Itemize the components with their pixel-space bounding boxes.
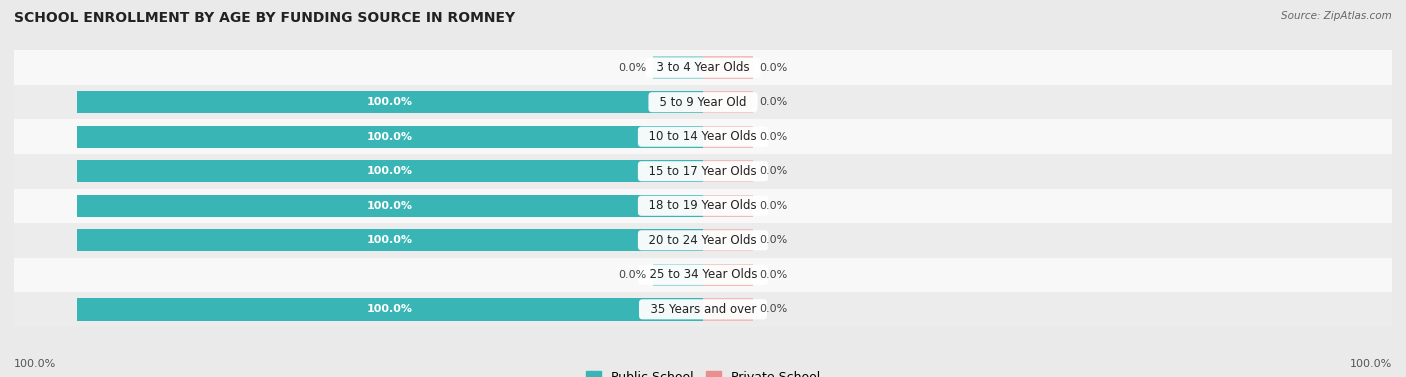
Text: 100.0%: 100.0% <box>367 201 413 211</box>
Text: 25 to 34 Year Olds: 25 to 34 Year Olds <box>641 268 765 281</box>
Text: 100.0%: 100.0% <box>14 359 56 369</box>
Text: 0.0%: 0.0% <box>619 63 647 73</box>
Text: 0.0%: 0.0% <box>759 166 787 176</box>
Text: Source: ZipAtlas.com: Source: ZipAtlas.com <box>1281 11 1392 21</box>
Text: 0.0%: 0.0% <box>759 201 787 211</box>
Bar <box>703 160 754 182</box>
Bar <box>703 264 754 286</box>
Bar <box>703 298 754 320</box>
Text: 100.0%: 100.0% <box>367 132 413 142</box>
Bar <box>14 188 1392 223</box>
Bar <box>703 126 754 148</box>
Bar <box>703 195 754 217</box>
Text: 15 to 17 Year Olds: 15 to 17 Year Olds <box>641 165 765 178</box>
Text: 10 to 14 Year Olds: 10 to 14 Year Olds <box>641 130 765 143</box>
Text: 20 to 24 Year Olds: 20 to 24 Year Olds <box>641 234 765 247</box>
Bar <box>14 223 1392 257</box>
Bar <box>14 154 1392 188</box>
Text: 0.0%: 0.0% <box>759 304 787 314</box>
Bar <box>652 264 703 286</box>
Bar <box>77 126 703 148</box>
Text: 0.0%: 0.0% <box>759 270 787 280</box>
Bar <box>14 257 1392 292</box>
Bar <box>77 160 703 182</box>
Bar <box>703 57 754 79</box>
Text: 3 to 4 Year Olds: 3 to 4 Year Olds <box>650 61 756 74</box>
Bar <box>14 120 1392 154</box>
Text: 100.0%: 100.0% <box>367 304 413 314</box>
Text: 0.0%: 0.0% <box>619 270 647 280</box>
Bar <box>703 229 754 251</box>
Bar <box>77 298 703 320</box>
Bar <box>77 91 703 113</box>
Text: 100.0%: 100.0% <box>367 97 413 107</box>
Text: 18 to 19 Year Olds: 18 to 19 Year Olds <box>641 199 765 212</box>
Bar <box>703 91 754 113</box>
Bar <box>14 85 1392 120</box>
Text: 0.0%: 0.0% <box>759 235 787 245</box>
Text: 0.0%: 0.0% <box>759 63 787 73</box>
Text: 0.0%: 0.0% <box>759 97 787 107</box>
Text: 100.0%: 100.0% <box>1350 359 1392 369</box>
Bar <box>14 292 1392 326</box>
Bar <box>77 195 703 217</box>
Text: 0.0%: 0.0% <box>759 132 787 142</box>
Text: 35 Years and over: 35 Years and over <box>643 303 763 316</box>
Bar <box>14 51 1392 85</box>
Text: 100.0%: 100.0% <box>367 166 413 176</box>
Text: 100.0%: 100.0% <box>367 235 413 245</box>
Bar <box>77 229 703 251</box>
Text: 5 to 9 Year Old: 5 to 9 Year Old <box>652 96 754 109</box>
Bar <box>652 57 703 79</box>
Legend: Public School, Private School: Public School, Private School <box>581 366 825 377</box>
Text: SCHOOL ENROLLMENT BY AGE BY FUNDING SOURCE IN ROMNEY: SCHOOL ENROLLMENT BY AGE BY FUNDING SOUR… <box>14 11 515 25</box>
